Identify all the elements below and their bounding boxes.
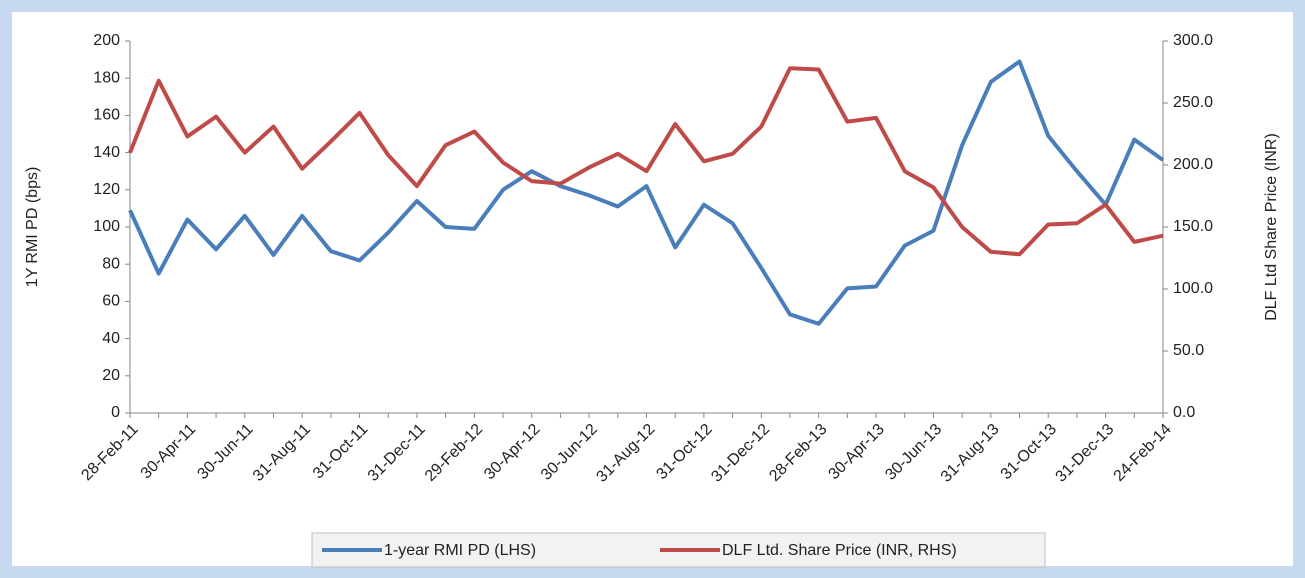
y2-tick-label: 250.0 bbox=[1173, 94, 1213, 111]
y-tick-label: 120 bbox=[93, 181, 120, 198]
series-line bbox=[128, 66, 1164, 257]
y-tick-label: 160 bbox=[93, 107, 120, 124]
y2-tick-label: 50.0 bbox=[1173, 342, 1204, 359]
y-tick-label: 140 bbox=[93, 144, 120, 161]
y2-tick-label: 100.0 bbox=[1173, 280, 1213, 297]
legend-label: DLF Ltd. Share Price (INR, RHS) bbox=[722, 542, 957, 559]
y-tick-label: 20 bbox=[102, 367, 120, 384]
y-axis-title: 1Y RMI PD (bps) bbox=[24, 167, 41, 288]
y2-tick-label: 150.0 bbox=[1173, 218, 1213, 235]
series-line bbox=[128, 59, 1165, 326]
y-tick-label: 200 bbox=[93, 32, 120, 49]
y2-tick-label: 200.0 bbox=[1173, 156, 1213, 173]
y-tick-label: 100 bbox=[93, 218, 120, 235]
y-tick-label: 40 bbox=[102, 330, 120, 347]
y-tick-label: 180 bbox=[93, 69, 120, 86]
y-tick-label: 80 bbox=[102, 255, 120, 272]
y2-axis-title: DLF Ltd Share Price (INR) bbox=[1263, 133, 1280, 321]
y-tick-label: 60 bbox=[102, 293, 120, 310]
y-tick-label: 0 bbox=[111, 404, 120, 421]
legend-label: 1-year RMI PD (LHS) bbox=[384, 542, 536, 559]
y2-tick-label: 300.0 bbox=[1173, 32, 1213, 49]
chart-panel bbox=[12, 12, 1293, 566]
y2-tick-label: 0.0 bbox=[1173, 404, 1195, 421]
